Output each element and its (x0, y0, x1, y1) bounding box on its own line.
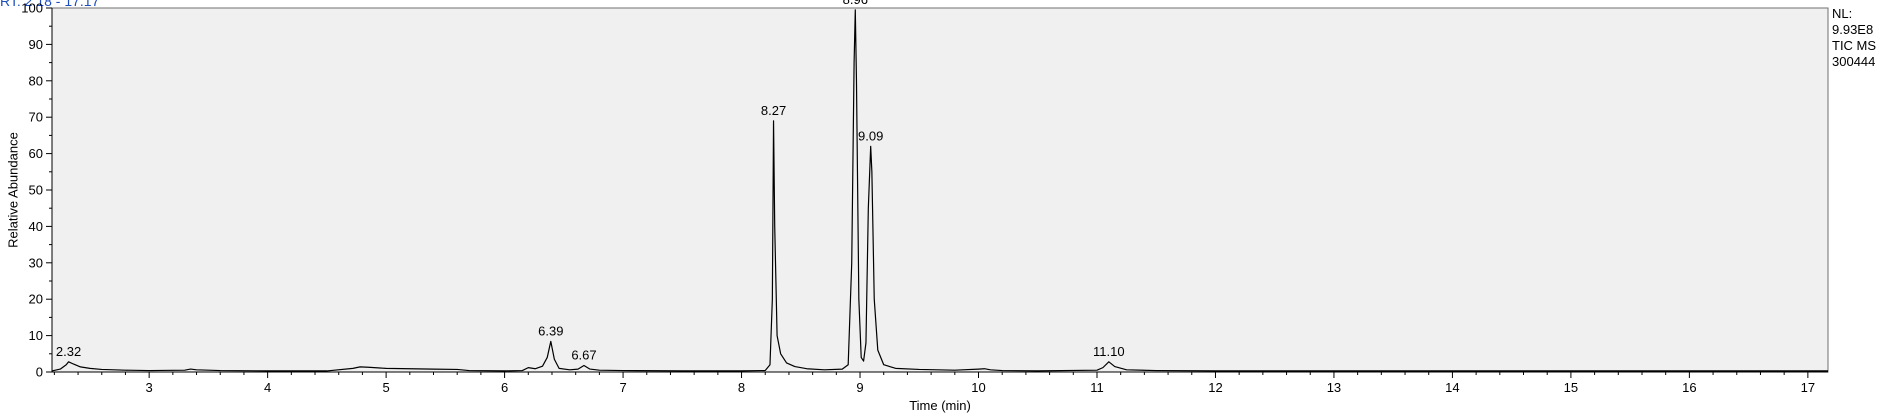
x-tick-label: 4 (264, 380, 271, 395)
x-tick-label: 14 (1445, 380, 1459, 395)
x-tick-label: 6 (501, 380, 508, 395)
y-tick-label: 0 (36, 365, 43, 380)
y-tick-label: 100 (21, 1, 43, 16)
y-tick-label: 80 (29, 73, 43, 88)
nl-value: 9.93E8 (1832, 22, 1874, 37)
peak-label: 8.96 (843, 0, 868, 7)
x-axis-label: Time (min) (909, 398, 971, 413)
x-tick-label: 5 (382, 380, 389, 395)
x-tick-label: 12 (1208, 380, 1222, 395)
range-header: RT: 2.18 - 17.17 (0, 0, 100, 9)
y-tick-label: 60 (29, 146, 43, 161)
nl-label: NL: (1832, 6, 1853, 21)
info-panel: NL: 9.93E8 TIC MS 300444 (1832, 6, 1876, 70)
x-tick-label: 9 (856, 380, 863, 395)
peak-label: 11.10 (1093, 344, 1125, 359)
x-tick-label: 16 (1682, 380, 1696, 395)
tic-trace-line (51, 9, 1828, 372)
x-tick-label: 7 (619, 380, 626, 395)
y-axis-label: Relative Abundance (5, 132, 20, 248)
y-tick-label: 20 (29, 292, 43, 307)
y-tick-label: 50 (29, 183, 43, 198)
x-tick-label: 3 (146, 380, 153, 395)
scan-filter: TIC MS (1832, 38, 1877, 53)
y-tick-label: 30 (29, 255, 43, 270)
x-tick-label: 13 (1327, 380, 1341, 395)
x-tick-label: 10 (971, 380, 985, 395)
y-tick-label: 90 (29, 37, 43, 52)
y-tick-label: 10 (29, 328, 43, 343)
peak-labels: 2.32 6.39 6.67 8.27 8.96 9.09 11.10 (56, 0, 1125, 362)
y-tick-label: 40 (29, 219, 43, 234)
peak-label: 8.27 (761, 103, 786, 118)
peak-label: 6.39 (538, 323, 563, 338)
peak-label: 6.67 (571, 347, 596, 362)
x-tick-label: 15 (1564, 380, 1578, 395)
x-tick-label: 17 (1801, 380, 1815, 395)
x-tick-label: 8 (738, 380, 745, 395)
tick-marks: 3 4 5 6 7 8 9 10 11 12 13 14 15 16 17 0 10 20 30 40 50 60 70 80… (21, 1, 1815, 396)
plot-area (51, 7, 1829, 373)
peak-label: 2.32 (56, 344, 81, 359)
x-tick-label: 11 (1090, 380, 1104, 395)
y-tick-label: 70 (29, 110, 43, 125)
file-id: 300444 (1832, 54, 1876, 69)
peak-label: 9.09 (858, 128, 883, 143)
